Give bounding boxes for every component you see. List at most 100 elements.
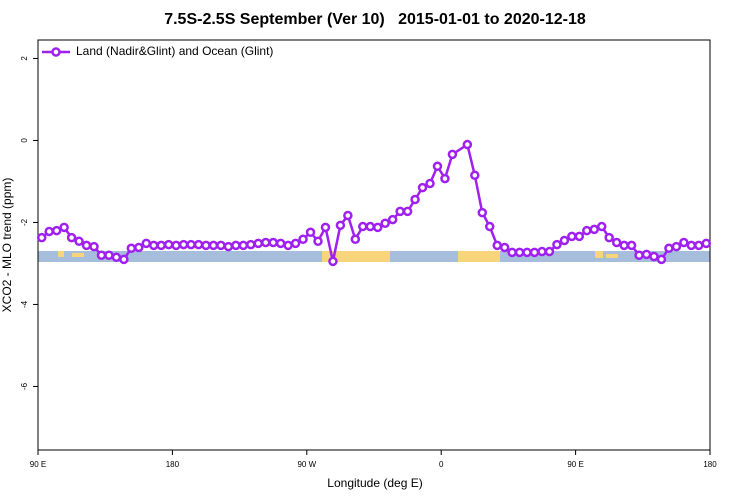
data-point bbox=[59, 222, 69, 233]
data-point bbox=[74, 236, 84, 247]
data-point bbox=[156, 240, 166, 251]
y-tick-label: -2 bbox=[20, 218, 29, 226]
data-point bbox=[701, 238, 712, 249]
data-point bbox=[89, 241, 99, 252]
y-tick-label: -6 bbox=[20, 382, 29, 390]
data-point bbox=[81, 240, 92, 251]
data-point bbox=[619, 240, 629, 251]
x-tick-label: 90 W bbox=[297, 460, 316, 469]
data-point bbox=[694, 240, 704, 251]
data-point bbox=[589, 224, 600, 235]
data-point bbox=[193, 239, 204, 250]
y-tick-label: 0 bbox=[20, 138, 29, 143]
data-point bbox=[410, 194, 420, 205]
data-point bbox=[238, 240, 249, 251]
x-tick-label: 0 bbox=[439, 460, 444, 469]
data-point bbox=[372, 222, 383, 233]
data-point bbox=[686, 240, 697, 251]
data-point bbox=[96, 250, 107, 260]
data-point bbox=[208, 240, 219, 251]
legend-marker bbox=[51, 47, 61, 57]
data-point bbox=[649, 251, 659, 262]
data-point bbox=[507, 247, 517, 258]
data-point bbox=[268, 237, 278, 248]
data-point bbox=[626, 240, 637, 251]
data-point bbox=[664, 243, 674, 254]
data-point bbox=[537, 246, 547, 257]
data-point bbox=[432, 161, 443, 172]
data-point bbox=[216, 240, 226, 251]
data-point bbox=[447, 149, 458, 160]
data-point bbox=[582, 225, 592, 236]
data-point bbox=[358, 221, 368, 232]
land bbox=[322, 251, 390, 262]
data-point bbox=[104, 250, 114, 260]
data-point bbox=[148, 240, 159, 251]
legend-item: Land (Nadir&Glint) and Ocean (Glint) bbox=[42, 44, 273, 58]
data-point bbox=[126, 243, 137, 254]
data-point bbox=[559, 235, 570, 246]
data-point bbox=[387, 214, 398, 225]
data-point bbox=[298, 234, 308, 245]
data-point bbox=[574, 231, 585, 242]
data-point bbox=[320, 222, 331, 233]
data-point bbox=[350, 234, 361, 245]
data-point bbox=[634, 250, 644, 260]
data-point bbox=[514, 247, 525, 258]
y-tick-label: -4 bbox=[20, 300, 29, 308]
data-point bbox=[656, 254, 667, 265]
data-point bbox=[417, 182, 428, 193]
chart-title: 7.5S-2.5S September (Ver 10) 2015-01-01 … bbox=[164, 11, 586, 28]
data-point bbox=[141, 238, 152, 249]
x-axis-label: Longitude (deg E) bbox=[327, 476, 422, 490]
land bbox=[595, 251, 603, 258]
data-point bbox=[186, 239, 196, 250]
data-point bbox=[365, 221, 376, 232]
data-point bbox=[440, 173, 450, 184]
y-axis-label: XCO2 - MLO trend (ppm) bbox=[0, 178, 14, 313]
data-point bbox=[171, 240, 181, 251]
data-point bbox=[223, 241, 234, 252]
x-tick-label: 180 bbox=[166, 460, 180, 469]
data-point bbox=[529, 247, 540, 258]
data-point bbox=[671, 241, 682, 252]
data-point bbox=[679, 237, 689, 248]
legend-label: Land (Nadir&Glint) and Ocean (Glint) bbox=[76, 44, 273, 58]
data-point bbox=[163, 239, 174, 250]
y-tick-label: 2 bbox=[20, 56, 29, 61]
data-point bbox=[343, 210, 353, 221]
data-point bbox=[462, 139, 473, 150]
x-tick-label: 180 bbox=[703, 460, 717, 469]
data-point bbox=[305, 227, 316, 238]
data-point bbox=[335, 220, 346, 231]
data-point bbox=[44, 226, 54, 237]
data-point bbox=[477, 207, 488, 218]
land bbox=[458, 251, 500, 262]
data-point bbox=[313, 236, 323, 247]
data-point bbox=[283, 240, 293, 251]
land bbox=[58, 251, 64, 257]
data-point bbox=[290, 238, 301, 249]
data-point bbox=[484, 221, 495, 232]
data-point bbox=[425, 178, 435, 189]
data-point bbox=[253, 238, 264, 249]
x-tick-label: 90 E bbox=[567, 460, 583, 469]
map-strip bbox=[38, 251, 710, 262]
data-point bbox=[552, 239, 562, 250]
land bbox=[72, 253, 84, 257]
data-point bbox=[178, 239, 189, 250]
data-point bbox=[499, 242, 510, 253]
data-point bbox=[596, 221, 607, 232]
data-point bbox=[328, 256, 338, 267]
data-point bbox=[522, 247, 532, 258]
data-point bbox=[544, 246, 555, 257]
data-point bbox=[246, 239, 256, 250]
data-point bbox=[567, 231, 577, 242]
data-point bbox=[260, 237, 271, 248]
x-tick-label: 90 E bbox=[30, 460, 46, 469]
data-point bbox=[36, 232, 47, 243]
data-point bbox=[119, 254, 129, 265]
land bbox=[606, 254, 618, 258]
